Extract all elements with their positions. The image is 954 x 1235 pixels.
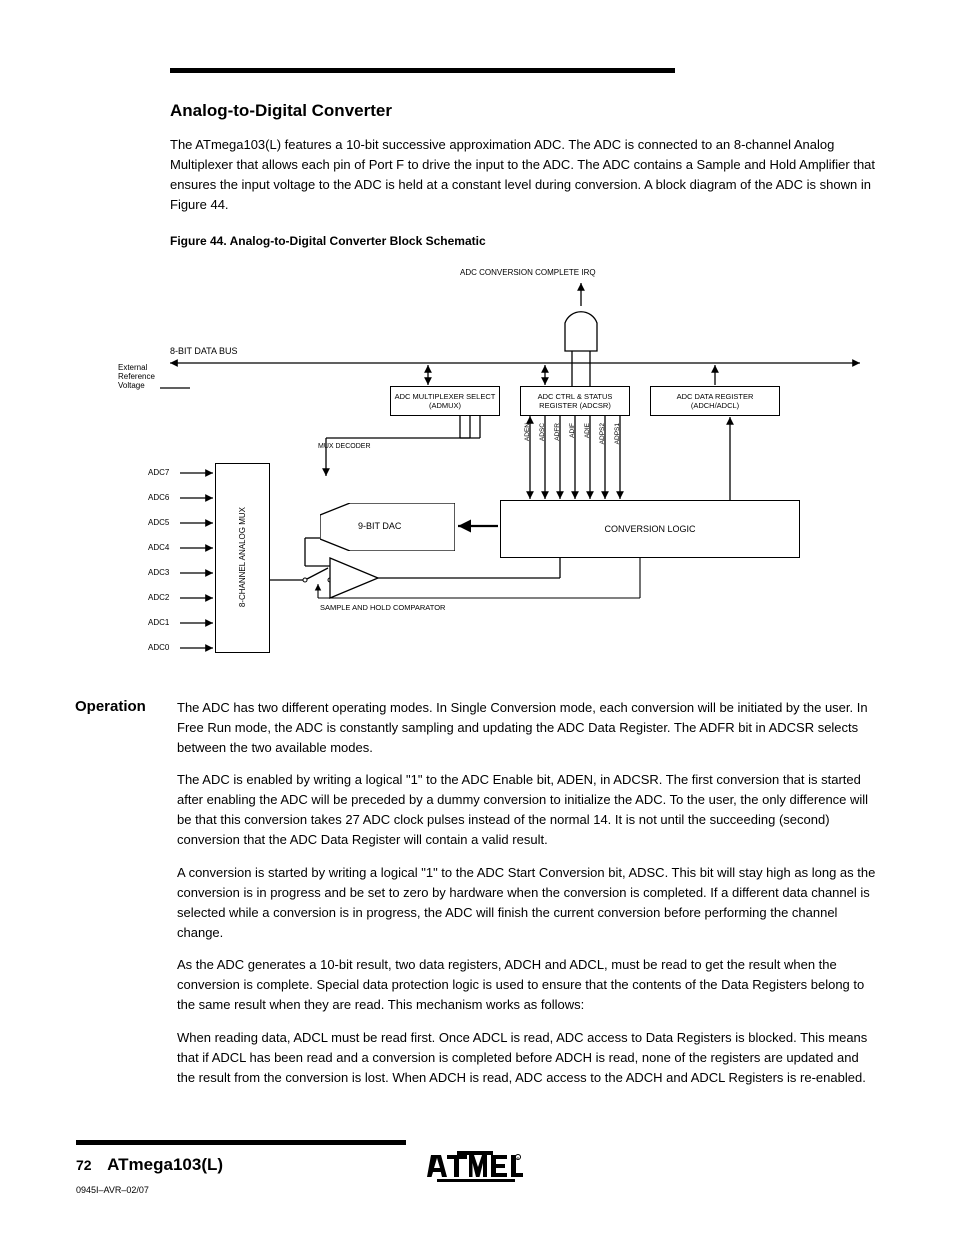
flag-adif: ADIF — [569, 423, 576, 438]
adc5-label: ADC5 — [148, 518, 169, 527]
adc-block-diagram: ADC MULTIPLEXER SELECT (ADMUX) ADC CTRL … — [160, 258, 870, 678]
adcsr-block: ADC CTRL & STATUS REGISTER (ADCSR) — [520, 386, 630, 416]
flag-adps1: ADPS1 — [614, 423, 621, 444]
flag-adfr: ADFR — [554, 423, 561, 441]
dac-label: 9-BIT DAC — [358, 521, 401, 531]
irq-label: ADC CONVERSION COMPLETE IRQ — [460, 268, 596, 277]
adc4-label: ADC4 — [148, 543, 169, 552]
page-footer: 72 ATmega103(L) — [76, 1155, 223, 1175]
extref-label: External Reference Voltage — [118, 363, 178, 390]
flag-adsc: ADSC — [539, 423, 546, 441]
adc0-label: ADC0 — [148, 643, 169, 652]
logic-label: CONVERSION LOGIC — [604, 524, 695, 534]
op-p1: The ADC has two different operating mode… — [177, 698, 878, 758]
mux-block: 8-CHANNEL ANALOG MUX — [215, 463, 270, 653]
admux-block: ADC MULTIPLEXER SELECT (ADMUX) — [390, 386, 500, 416]
sha-label: SAMPLE AND HOLD COMPARATOR — [320, 603, 445, 612]
op-p2: The ADC is enabled by writing a logical … — [177, 770, 878, 851]
op-p4: As the ADC generates a 10-bit result, tw… — [177, 955, 878, 1015]
mux-decoder-label: MUX DECODER — [318, 443, 371, 450]
flag-aden: ADEN — [524, 423, 531, 441]
adc3-label: ADC3 — [148, 568, 169, 577]
adc6-label: ADC6 — [148, 493, 169, 502]
page-number: 72 — [76, 1157, 92, 1173]
op-p3: A conversion is started by writing a log… — [177, 863, 878, 944]
adcdr-label: ADC DATA REGISTER (ADCH/ADCL) — [651, 390, 779, 412]
flag-adps2: ADPS2 — [599, 423, 606, 444]
intro-paragraph: The ATmega103(L) features a 10-bit succe… — [170, 135, 878, 216]
adcdr-block: ADC DATA REGISTER (ADCH/ADCL) — [650, 386, 780, 416]
figure-caption: Figure 44. Analog-to-Digital Converter B… — [170, 234, 878, 248]
adc2-label: ADC2 — [148, 593, 169, 602]
adc1-label: ADC1 — [148, 618, 169, 627]
section-title: Analog-to-Digital Converter — [170, 101, 878, 121]
bus-label: 8-BIT DATA BUS — [170, 346, 238, 356]
top-rule — [170, 68, 675, 73]
atmel-logo: R — [425, 1145, 525, 1183]
adc7-label: ADC7 — [148, 468, 169, 477]
mux-label: 8-CHANNEL ANALOG MUX — [238, 507, 247, 607]
admux-label: ADC MULTIPLEXER SELECT (ADMUX) — [391, 390, 499, 412]
conversion-logic-block: CONVERSION LOGIC — [500, 500, 800, 558]
doc-id: 0945I–AVR–02/07 — [76, 1185, 149, 1195]
bottom-rule — [76, 1140, 406, 1145]
op-p5: When reading data, ADCL must be read fir… — [177, 1028, 878, 1088]
operation-title: Operation — [75, 698, 147, 1078]
product-name: ATmega103(L) — [107, 1155, 223, 1174]
flag-adie: ADIE — [584, 423, 591, 438]
adcsr-label: ADC CTRL & STATUS REGISTER (ADCSR) — [521, 390, 629, 412]
dac-block: 9-BIT DAC — [320, 503, 455, 551]
